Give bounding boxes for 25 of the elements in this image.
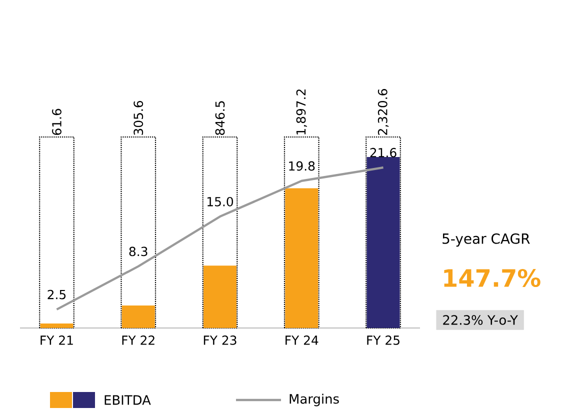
data-label: 15.0 (208, 196, 234, 206)
bar (285, 188, 318, 328)
text: 22.3% Y-o-Y (443, 315, 518, 325)
data-label: 8.3 (129, 246, 148, 256)
bar (204, 266, 236, 328)
bar (40, 323, 74, 328)
x-tick-label: FY 24 (286, 336, 318, 345)
data-label: 846.5 (215, 101, 225, 135)
text: 5-year CAGR (442, 233, 530, 247)
data-label: 2.5 (48, 290, 66, 300)
x-tick-label: FY 25 (367, 336, 400, 345)
bar (122, 305, 155, 328)
data-label: 2,320.6 (378, 89, 389, 135)
bar (366, 157, 400, 328)
data-label: 19.8 (289, 161, 315, 171)
data-label: 1,897.2 (296, 90, 307, 134)
legend-label: EBITDA (104, 395, 151, 405)
data-label: 21.6 (370, 148, 396, 158)
x-tick-label: FY 23 (204, 336, 236, 345)
legend-label: Margins (290, 394, 339, 406)
x-tick-label: FY 21 (40, 336, 73, 345)
data-label: 61.6 (52, 108, 62, 135)
x-tick-label: FY 22 (122, 336, 154, 345)
text: 147.7% (444, 268, 540, 288)
data-label: 305.6 (134, 100, 144, 135)
